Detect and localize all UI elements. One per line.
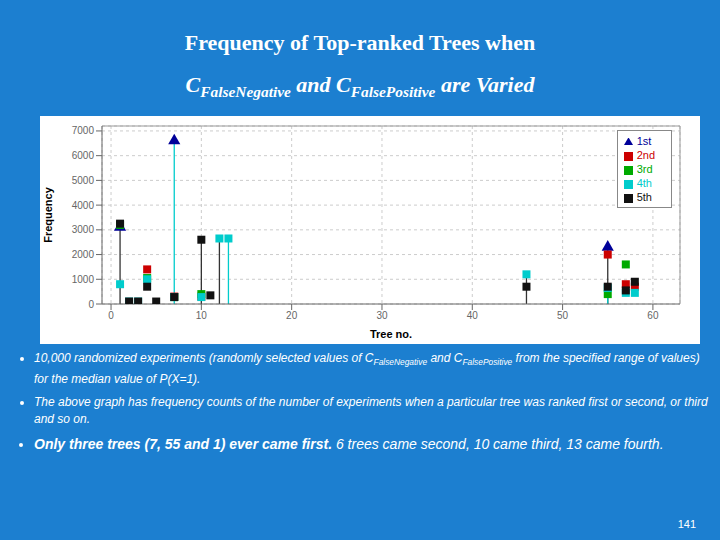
html-text:Only three trees (7, 55 and 1): Only three trees (7, 55 and 1) ever came…	[34, 436, 664, 453]
svg-text:10: 10	[196, 310, 208, 321]
svg-text:2000: 2000	[72, 249, 95, 260]
svg-text:20: 20	[286, 310, 298, 321]
svg-text:60: 60	[647, 310, 659, 321]
svg-text:5000: 5000	[72, 175, 95, 186]
svg-text:0: 0	[108, 310, 114, 321]
html-text:3rd: 3rd	[636, 163, 653, 175]
html-text:10,000 randomized experiments: 10,000 randomized experiments (randomly …	[34, 351, 700, 387]
svg-text:Frequency: Frequency	[42, 186, 54, 243]
html-text:4th: 4th	[636, 177, 652, 189]
html-text:The above graph has frequency: The above graph has frequency counts of …	[34, 395, 708, 427]
html-text:1st: 1st	[636, 135, 652, 147]
svg-text:Tree no.: Tree no.	[370, 328, 412, 340]
html-text:5th: 5th	[636, 191, 652, 203]
html-text:CFalseNegativeand CFalsePositi: CFalseNegativeand CFalsePositiveare Vari…	[185, 72, 535, 101]
html-text:141: 141	[677, 518, 696, 530]
svg-text:4000: 4000	[72, 200, 95, 211]
svg-text:50: 50	[557, 310, 569, 321]
svg-text:30: 30	[376, 310, 388, 321]
svg-text:7000: 7000	[72, 125, 95, 136]
svg-text:6000: 6000	[72, 150, 95, 161]
html-text:2nd: 2nd	[636, 149, 655, 161]
svg-text:40: 40	[467, 310, 479, 321]
html-text:Frequency of Top-ranked Trees: Frequency of Top-ranked Trees when	[184, 30, 536, 55]
svg-text:0: 0	[88, 299, 94, 310]
svg-text:3000: 3000	[72, 224, 95, 235]
svg-text:1000: 1000	[72, 274, 95, 285]
